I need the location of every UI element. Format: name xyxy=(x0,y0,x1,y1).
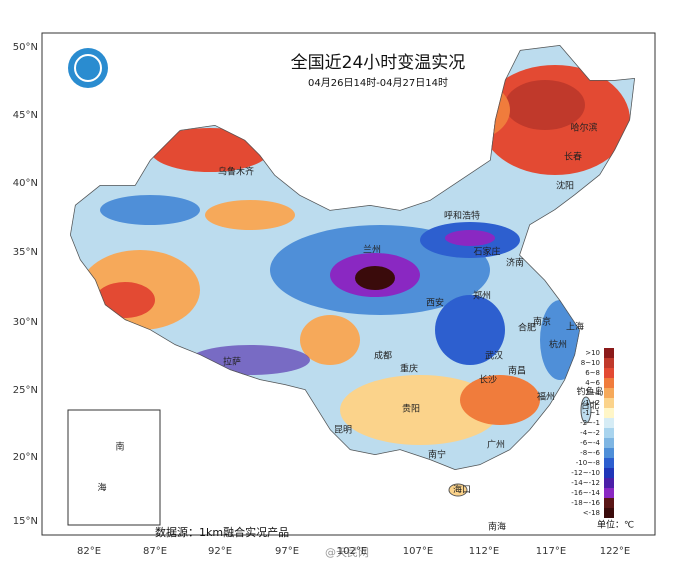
city-label: 西安 xyxy=(426,297,444,309)
legend-label: -8~-6 xyxy=(580,449,600,457)
city-label: 台北 xyxy=(581,400,599,412)
city-label: 贵阳 xyxy=(402,403,420,415)
legend-label: -2~-1 xyxy=(580,419,600,427)
legend-swatch xyxy=(604,368,614,378)
city-label: 兰州 xyxy=(363,244,381,256)
border xyxy=(70,45,635,470)
city-label: 上海 xyxy=(566,321,584,333)
lat-label: 30°N xyxy=(13,317,38,328)
legend-label: 4~6 xyxy=(585,379,600,387)
city-label: 昆明 xyxy=(334,425,352,436)
city-label: 合肥 xyxy=(518,322,536,334)
lon-label: 82°E xyxy=(77,546,101,557)
city-label: 广州 xyxy=(487,439,505,451)
lon-label: 87°E xyxy=(143,546,167,557)
inset-label: 海 xyxy=(97,482,106,494)
legend-label: 2~4 xyxy=(585,389,600,397)
lat-label: 35°N xyxy=(13,247,38,258)
city-label: 海口 xyxy=(453,484,471,496)
legend-label: -18~-16 xyxy=(571,499,600,507)
legend-swatch xyxy=(604,488,614,498)
lat-label: 15°N xyxy=(13,516,38,527)
lat-label: 40°N xyxy=(13,178,38,189)
city-label: 呼和浩特 xyxy=(444,210,480,222)
city-label: 武汉 xyxy=(485,350,503,362)
city-label: 拉萨 xyxy=(223,356,241,368)
city-label: 重庆 xyxy=(400,363,418,375)
legend-label: 1~2 xyxy=(585,399,600,407)
legend-label: -14~-12 xyxy=(571,479,600,487)
legend-swatch xyxy=(604,458,614,468)
logo-ring xyxy=(74,54,102,82)
city-label: 钓鱼岛 xyxy=(576,386,603,398)
legend-swatch xyxy=(604,378,614,388)
legend-label: -12~-10 xyxy=(571,469,600,477)
logo xyxy=(68,48,108,88)
legend-swatch xyxy=(604,438,614,448)
subtitle: 04月26日14时-04月27日14时 xyxy=(308,77,448,89)
city-label: 郑州 xyxy=(473,290,491,302)
legend-swatch xyxy=(604,508,614,518)
legend-swatch xyxy=(604,448,614,458)
city-label: 南京 xyxy=(533,316,551,328)
lat-label: 45°N xyxy=(13,110,38,121)
legend-swatch xyxy=(604,428,614,438)
city-label: 济南 xyxy=(506,257,524,269)
lon-label: 92°E xyxy=(208,546,232,557)
city-label: 南海 xyxy=(488,521,506,533)
legend-swatch xyxy=(604,418,614,428)
source: 数据源：1km融合实况产品 xyxy=(155,525,289,539)
lat-label: 50°N xyxy=(13,42,38,53)
city-label: 乌鲁木齐 xyxy=(218,166,254,178)
legend-swatch xyxy=(604,398,614,408)
legend-swatch xyxy=(604,348,614,358)
legend-label: -4~-2 xyxy=(580,429,600,437)
lon-label: 97°E xyxy=(275,546,299,557)
taiwan xyxy=(580,396,592,424)
city-label: 沈阳 xyxy=(556,180,574,192)
city-label: 长沙 xyxy=(479,374,497,386)
legend-label: -10~-8 xyxy=(576,459,600,467)
city-label: 杭州 xyxy=(549,339,567,351)
lon-label: 107°E xyxy=(403,546,433,557)
city-label: 长春 xyxy=(564,151,582,163)
legend-swatch xyxy=(604,478,614,488)
legend-swatch xyxy=(604,498,614,508)
lon-label: 117°E xyxy=(536,546,566,557)
legend-label: -6~-4 xyxy=(580,439,600,447)
legend-label: 8~10 xyxy=(581,359,600,367)
inset-frame xyxy=(67,409,161,526)
city-label: 南宁 xyxy=(428,449,446,461)
lon-label: 102°E xyxy=(337,546,367,557)
inset-label: 南 xyxy=(115,441,124,453)
unit: 单位：℃ xyxy=(597,519,634,531)
legend-label: -1~1 xyxy=(583,409,600,417)
lat-label: 20°N xyxy=(13,452,38,463)
title: 全国近24小时变温实况 xyxy=(291,53,466,73)
legend-label: <-18 xyxy=(583,509,600,517)
hainan xyxy=(448,483,468,497)
city-label: 福州 xyxy=(537,391,555,403)
legend-label: >10 xyxy=(585,349,600,357)
legend-swatch xyxy=(604,388,614,398)
lon-label: 112°E xyxy=(469,546,499,557)
city-label: 成都 xyxy=(374,350,392,362)
city-label: 哈尔滨 xyxy=(570,122,597,134)
city-label: 石家庄 xyxy=(473,246,500,258)
watermark: @天民网 xyxy=(325,546,369,559)
legend-swatch xyxy=(604,408,614,418)
legend-swatch xyxy=(604,358,614,368)
legend-swatch xyxy=(604,468,614,478)
lon-label: 122°E xyxy=(600,546,630,557)
lat-label: 25°N xyxy=(13,385,38,396)
legend-label: -16~-14 xyxy=(571,489,600,497)
city-label: 南昌 xyxy=(508,365,526,377)
legend-label: 6~8 xyxy=(585,369,600,377)
